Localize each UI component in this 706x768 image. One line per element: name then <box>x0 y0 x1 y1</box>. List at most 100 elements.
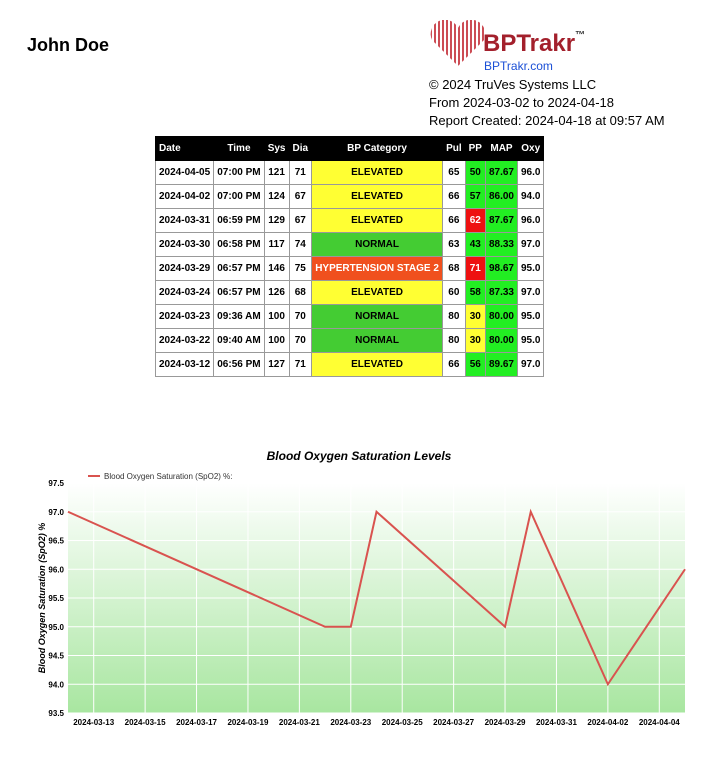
table-cell: 95.0 <box>516 304 545 329</box>
table-cell: 75 <box>288 256 313 281</box>
column-header: Date <box>154 136 215 161</box>
chart: Blood Oxygen Saturation Levels Blood Oxy… <box>37 449 686 727</box>
chart-title: Blood Oxygen Saturation Levels <box>267 449 452 463</box>
table-cell: 80 <box>442 304 466 329</box>
table-cell: 2024-04-05 <box>154 160 215 185</box>
table-cell: 56 <box>464 352 486 377</box>
x-tick-label: 2024-03-31 <box>536 718 577 727</box>
table-row: 2024-04-05 07:00 PM 121 71 ELEVATED 65 50 87.67… <box>154 160 545 185</box>
x-tick-label: 2024-03-17 <box>176 718 217 727</box>
x-tick-label: 2024-03-13 <box>73 718 114 727</box>
table-cell: 30 <box>464 304 486 329</box>
table-cell: ELEVATED <box>311 184 444 209</box>
table-cell: 2024-03-12 <box>154 352 215 377</box>
y-axis-label: Blood Oxygen Saturation (SpO2) % <box>37 523 47 674</box>
data-line <box>67 508 686 687</box>
table-cell: 2024-03-23 <box>154 304 215 329</box>
y-tick-label: 96.0 <box>48 565 64 574</box>
table-cell: 71 <box>288 160 313 185</box>
table-cell: ELEVATED <box>311 208 444 233</box>
table-cell: 74 <box>288 232 313 257</box>
readings-table: Date Time Sys Dia BP Category Pul PP MAP Oxy 2024… <box>154 136 545 377</box>
y-tick-label: 94.5 <box>48 652 64 661</box>
brand-url[interactable]: BPTrakr.com <box>484 59 553 73</box>
table-cell: 66 <box>442 352 466 377</box>
logo-heart <box>430 20 484 67</box>
table-cell: 67 <box>288 208 313 233</box>
date-range: From 2024-03-02 to 2024-04-18 <box>429 95 615 110</box>
brand-name: BPTrakr <box>483 30 576 57</box>
table-cell: ELEVATED <box>311 352 444 377</box>
table-cell: 89.67 <box>484 352 519 377</box>
table-cell: 97.0 <box>516 232 545 257</box>
table-cell: 87.67 <box>484 160 519 185</box>
column-header: Oxy <box>516 136 545 161</box>
x-tick-label: 2024-03-23 <box>330 718 371 727</box>
x-tick-label: 2024-03-27 <box>433 718 474 727</box>
table-cell: 07:00 PM <box>213 160 265 185</box>
table-row: 2024-03-29 06:57 PM 146 75 HYPERTENSION STAG… <box>154 256 545 281</box>
table-cell: 96.0 <box>516 208 545 233</box>
table-cell: 87.33 <box>484 280 519 305</box>
y-tick-label: 93.5 <box>48 709 64 718</box>
column-header: Time <box>213 136 265 161</box>
table-cell: 97.0 <box>516 280 545 305</box>
report-created: Report Created: 2024-04-18 at 09:57 AM <box>429 113 665 128</box>
table-cell: 06:58 PM <box>213 232 265 257</box>
column-header: Pul <box>442 136 466 161</box>
patient-name: John Doe <box>27 35 110 55</box>
table-row: 2024-03-30 06:58 PM 117 74 NORMAL 63 43 88.33 97… <box>154 232 545 257</box>
table-cell: 50 <box>464 160 486 185</box>
table-cell: 71 <box>464 256 486 281</box>
table-cell: NORMAL <box>311 328 444 353</box>
table-cell: 07:00 PM <box>213 184 265 209</box>
table-cell: 30 <box>464 328 486 353</box>
column-header: BP Category <box>311 136 444 161</box>
table-row: 2024-03-24 06:57 PM 126 68 ELEVATED 60 58 87.33… <box>154 280 545 305</box>
table-cell: 80.00 <box>484 328 519 353</box>
table-row: 2024-03-23 09:36 AM 100 70 NORMAL 80 30 80.00 95… <box>154 304 545 329</box>
table-cell: 95.0 <box>516 256 545 281</box>
copyright: © 2024 TruVes Systems LLC <box>429 77 597 92</box>
table-cell: 124 <box>263 184 290 209</box>
table-cell: ELEVATED <box>311 160 444 185</box>
table-row: 2024-03-31 06:59 PM 129 67 ELEVATED 66 62 87.67… <box>154 208 545 233</box>
table-cell: NORMAL <box>311 232 444 257</box>
table-cell: 97.0 <box>516 352 545 377</box>
table-cell: 129 <box>263 208 290 233</box>
table-cell: 65 <box>442 160 466 185</box>
table-cell: 66 <box>442 184 466 209</box>
table-cell: 80.00 <box>484 304 519 329</box>
trademark: ™ <box>575 30 586 41</box>
y-tick-label: 95.0 <box>48 623 64 632</box>
table-cell: 71 <box>288 352 313 377</box>
y-tick-label: 97.5 <box>48 479 64 488</box>
table-cell: 68 <box>288 280 313 305</box>
table-cell: 06:59 PM <box>213 208 265 233</box>
column-header: Dia <box>288 136 313 161</box>
table-cell: 63 <box>442 232 466 257</box>
table-cell: 100 <box>263 328 290 353</box>
table-cell: 121 <box>263 160 290 185</box>
table-cell: 2024-03-22 <box>154 328 215 353</box>
table-cell: 95.0 <box>516 328 545 353</box>
table-row: 2024-04-02 07:00 PM 124 67 ELEVATED 66 57 86.00… <box>154 184 545 209</box>
table-cell: ELEVATED <box>311 280 444 305</box>
table-cell: HYPERTENSION STAGE 2 <box>311 256 444 281</box>
table-cell: 06:57 PM <box>213 280 265 305</box>
table-cell: 62 <box>464 208 486 233</box>
column-header: Sys <box>263 136 290 161</box>
table-cell: 60 <box>442 280 466 305</box>
table-cell: 94.0 <box>516 184 545 209</box>
y-tick-label: 96.5 <box>48 537 64 546</box>
table-cell: 09:36 AM <box>213 304 265 329</box>
table-cell: 68 <box>442 256 466 281</box>
column-header: PP <box>464 136 486 161</box>
y-tick-label: 95.5 <box>48 594 64 603</box>
header-row: Date Time Sys Dia BP Category Pul PP MAP Oxy <box>154 136 545 161</box>
x-tick-label: 2024-03-19 <box>227 718 268 727</box>
table-cell: 2024-03-30 <box>154 232 215 257</box>
table-cell: 70 <box>288 304 313 329</box>
column-header: MAP <box>484 136 519 161</box>
table-cell: 117 <box>263 232 290 257</box>
